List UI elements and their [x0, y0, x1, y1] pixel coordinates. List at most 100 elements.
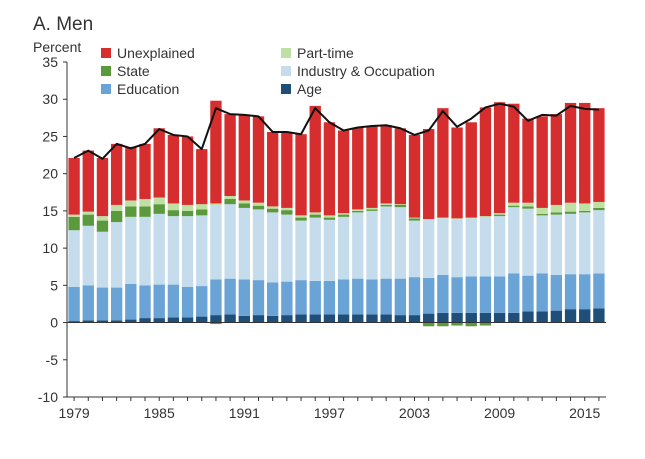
bar-unexplained-2011 — [522, 118, 534, 203]
bar-state-1997 — [323, 217, 336, 220]
bar-part-time-1981 — [96, 216, 109, 221]
bar-education-1986 — [167, 284, 180, 318]
legend-swatch-industry-occupation — [281, 66, 291, 76]
bar-part-time-1989 — [210, 203, 222, 206]
bar-unexplained-1982 — [110, 143, 123, 205]
bar-part-time-2007 — [465, 217, 477, 219]
bar-state-2015 — [579, 210, 591, 213]
bar-state-2000 — [366, 209, 378, 211]
bar-part-time-2006 — [451, 218, 463, 220]
bar-state-1985 — [153, 204, 165, 214]
bar-part-time-1992 — [252, 202, 265, 206]
y-tick-label-35: 35 — [42, 54, 58, 70]
bar-state-1984 — [139, 206, 151, 217]
bar-state-2013 — [550, 212, 563, 215]
bar-unexplained-2008 — [479, 107, 492, 217]
bar-state-2003 — [408, 218, 421, 221]
y-tick-label-25: 25 — [42, 128, 58, 144]
bar-education-2011 — [522, 275, 534, 312]
bar-age-2016 — [593, 308, 605, 323]
bar-industry-occupation-1997 — [323, 219, 336, 281]
bar-state-2004 — [423, 322, 435, 327]
y-tick-label-10: 10 — [42, 240, 58, 256]
bar-age-1996 — [309, 314, 321, 323]
bar-age-1989 — [210, 315, 222, 323]
bar-education-2008 — [479, 276, 492, 313]
bar-age-1994 — [281, 315, 293, 323]
bar-age-1998 — [337, 314, 350, 323]
bar-unexplained-1984 — [139, 143, 151, 199]
bar-unexplained-1983 — [125, 146, 137, 201]
bar-part-time-1983 — [125, 200, 137, 207]
bar-education-2007 — [465, 276, 477, 313]
bar-part-time-2012 — [536, 207, 548, 214]
bar-state-1991 — [238, 203, 250, 208]
bar-state-2009 — [493, 214, 506, 217]
bar-part-time-2010 — [508, 202, 520, 206]
legend-label-age: Age — [297, 81, 322, 97]
bar-unexplained-2016 — [593, 108, 605, 202]
bar-education-2001 — [380, 278, 392, 315]
bar-age-2008 — [479, 312, 492, 323]
bar-education-2015 — [579, 274, 591, 310]
y-tick-label-30: 30 — [42, 91, 58, 107]
bar-unexplained-2007 — [465, 122, 477, 218]
bar-education-1994 — [281, 281, 293, 316]
bar-industry-occupation-2008 — [479, 217, 492, 277]
bar-age-1981 — [96, 320, 109, 323]
bar-industry-occupation-1984 — [139, 216, 151, 286]
bar-industry-occupation-1981 — [96, 231, 109, 288]
bar-state-1996 — [309, 214, 321, 218]
bar-state-2016 — [593, 207, 605, 211]
bar-age-1987 — [181, 317, 194, 323]
bar-industry-occupation-1993 — [267, 212, 279, 283]
y-tick-label-0: 0 — [50, 315, 58, 331]
bar-education-1985 — [153, 284, 165, 319]
bar-state-1986 — [167, 210, 180, 217]
bar-age-2009 — [493, 312, 506, 323]
bar-unexplained-2003 — [408, 134, 421, 218]
bar-age-2002 — [394, 315, 407, 323]
bar-industry-occupation-1989 — [210, 205, 222, 280]
bar-industry-occupation-2013 — [550, 214, 563, 275]
bar-part-time-2008 — [479, 216, 492, 218]
bar-unexplained-2010 — [508, 103, 520, 203]
bar-unexplained-1979 — [68, 158, 80, 215]
bar-age-1982 — [110, 320, 123, 323]
bar-education-2009 — [493, 276, 506, 313]
bar-industry-occupation-1992 — [252, 209, 265, 281]
bar-education-1987 — [181, 286, 194, 318]
bar-age-1988 — [196, 316, 208, 323]
bar-industry-occupation-1988 — [196, 215, 208, 287]
bar-unexplained-1993 — [267, 131, 279, 207]
bar-unexplained-1980 — [82, 150, 94, 212]
bar-industry-occupation-2011 — [522, 208, 534, 276]
legend-label-part-time: Part-time — [297, 45, 354, 61]
x-tick-label-1985: 1985 — [144, 405, 175, 421]
bar-age-1991 — [238, 315, 250, 323]
bar-state-1993 — [267, 208, 279, 213]
bar-industry-occupation-1996 — [309, 217, 321, 281]
total-line-layer — [73, 102, 599, 160]
y-tick-label--5: -5 — [46, 352, 59, 368]
bar-state-1990 — [224, 198, 236, 205]
bar-age-1999 — [352, 314, 364, 323]
bar-unexplained-1996 — [309, 105, 321, 213]
bar-state-2006 — [451, 322, 463, 326]
bar-age-2003 — [408, 315, 421, 323]
bar-part-time-1985 — [153, 197, 165, 205]
bar-part-time-2009 — [493, 213, 506, 215]
bar-state-1982 — [110, 210, 123, 223]
bar-industry-occupation-2015 — [579, 212, 591, 275]
bar-part-time-2015 — [579, 203, 591, 211]
bar-state-1980 — [82, 214, 94, 226]
bar-state-1979 — [68, 216, 80, 231]
bar-education-2010 — [508, 273, 520, 313]
bar-age-1979 — [68, 321, 80, 323]
bar-age-2005 — [437, 312, 449, 323]
bar-state-1989 — [210, 322, 222, 325]
bar-state-2001 — [380, 204, 392, 207]
bar-industry-occupation-1991 — [238, 207, 250, 280]
bar-age-2012 — [536, 311, 548, 323]
legend-label-state: State — [117, 63, 150, 79]
